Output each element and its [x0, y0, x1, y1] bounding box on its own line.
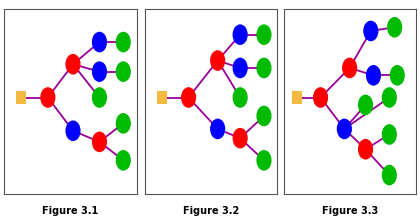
Circle shape: [383, 165, 396, 185]
Circle shape: [383, 125, 396, 144]
Circle shape: [364, 21, 378, 40]
Text: Figure 3.1: Figure 3.1: [42, 206, 98, 216]
Circle shape: [182, 88, 195, 107]
Circle shape: [257, 58, 271, 77]
Text: Figure 3.3: Figure 3.3: [322, 206, 378, 216]
Circle shape: [359, 95, 373, 114]
Circle shape: [116, 114, 130, 133]
Circle shape: [92, 88, 106, 107]
Circle shape: [92, 62, 106, 81]
Circle shape: [233, 88, 247, 107]
Circle shape: [343, 58, 357, 77]
Text: Figure 3.2: Figure 3.2: [183, 206, 239, 216]
Circle shape: [338, 119, 351, 139]
Circle shape: [391, 66, 404, 85]
Circle shape: [211, 51, 225, 70]
Circle shape: [66, 121, 80, 140]
Circle shape: [367, 66, 381, 85]
Circle shape: [92, 33, 106, 52]
Circle shape: [388, 18, 402, 37]
Bar: [157, 91, 167, 104]
Bar: [292, 91, 302, 104]
Circle shape: [116, 62, 130, 81]
Circle shape: [116, 33, 130, 52]
Circle shape: [257, 151, 271, 170]
Circle shape: [92, 132, 106, 151]
Circle shape: [66, 55, 80, 74]
Circle shape: [233, 128, 247, 148]
Circle shape: [211, 119, 225, 139]
Circle shape: [359, 140, 373, 159]
Circle shape: [383, 88, 396, 107]
Circle shape: [257, 25, 271, 44]
Circle shape: [314, 88, 328, 107]
Circle shape: [257, 106, 271, 126]
Circle shape: [41, 88, 55, 107]
Bar: [16, 91, 26, 104]
Circle shape: [233, 58, 247, 77]
Circle shape: [116, 151, 130, 170]
Circle shape: [233, 25, 247, 44]
